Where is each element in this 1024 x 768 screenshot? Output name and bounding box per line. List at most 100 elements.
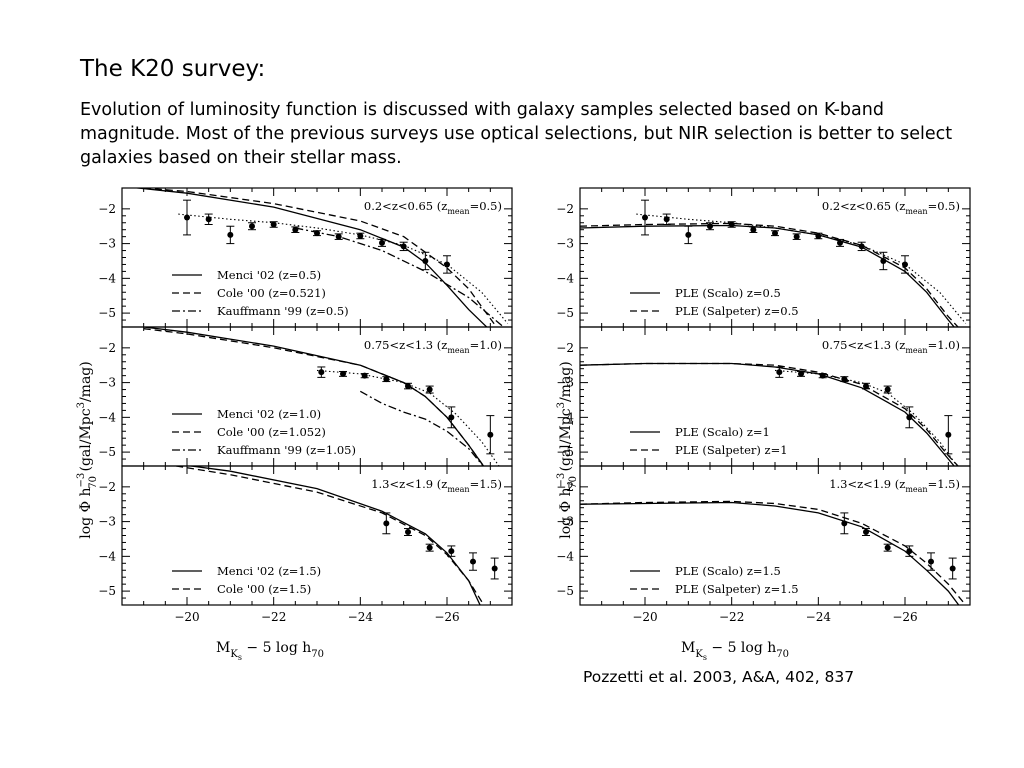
data-point (469, 552, 477, 571)
data-point (404, 528, 412, 536)
point-marker (448, 414, 455, 421)
y-tick-label: −2 (556, 202, 574, 216)
data-point (684, 225, 693, 245)
x-axis-title-main: M (681, 640, 695, 656)
zmean-pre: (z (895, 477, 906, 491)
data-point (814, 232, 823, 240)
zmean-post: =0.5) (470, 199, 502, 213)
data-point (248, 222, 256, 231)
point-marker (270, 221, 277, 228)
redshift-label: 0.75<z<1.3 (zmean=1.0) (822, 338, 960, 355)
point-marker (949, 565, 956, 572)
zmean-pre: (z (437, 338, 448, 352)
point-marker (357, 232, 364, 239)
point-marker (292, 226, 299, 233)
legend-label: PLE (Salpeter) z=1 (675, 443, 788, 457)
curve-dashed (580, 362, 959, 466)
x-tick-label: −22 (719, 610, 744, 624)
data-point (382, 376, 391, 383)
y-tick-label: −5 (556, 584, 574, 598)
point-marker (487, 431, 494, 438)
data-point (425, 543, 434, 552)
x-axis-title-subsub: s (703, 653, 707, 662)
slide-body-text: Evolution of luminosity function is disc… (80, 100, 953, 168)
curve-solid (580, 501, 960, 605)
point-marker (685, 231, 692, 238)
data-point (317, 366, 326, 378)
data-point (948, 557, 957, 580)
citation: Pozzetti et al. 2003, A&A, 402, 837 (583, 668, 855, 686)
point-marker (906, 548, 913, 555)
x-tick-label: −24 (806, 610, 832, 624)
model-curves (171, 466, 485, 605)
y-tick-label: −2 (556, 341, 574, 355)
x-axis-title-rest: − 5 log h (242, 640, 311, 656)
point-marker (335, 233, 342, 240)
y-tick-label: −4 (556, 410, 574, 424)
y-tick-label: −2 (98, 341, 116, 355)
legend-label: Menci '02 (z=0.5) (217, 268, 321, 282)
y-tick-label: −4 (98, 549, 116, 563)
point-marker (405, 383, 411, 390)
curve-dashed (580, 500, 967, 605)
data-point (443, 255, 451, 274)
redshift-range: 0.2<z<0.65 (822, 199, 895, 213)
point-marker (422, 257, 429, 264)
x-axis-title-sub2: 70 (311, 649, 324, 660)
zmean-sub: mean (905, 485, 927, 494)
y-axis-title-sub: 70 (88, 476, 99, 489)
point-marker (379, 239, 385, 246)
curve-dashed (135, 188, 498, 327)
point-marker (205, 216, 212, 223)
zmean-pre: (z (437, 199, 448, 213)
point-marker (318, 369, 325, 376)
y-axis-title-sub: 70 (568, 476, 579, 489)
zmean-post: =1.5) (470, 477, 502, 491)
redshift-label: 0.2<z<0.65 (zmean=0.5) (822, 199, 960, 216)
data-point (706, 222, 714, 231)
redshift-range: 1.3<z<1.9 (829, 477, 895, 491)
point-marker (815, 232, 822, 239)
y-tick-label: −2 (98, 202, 116, 216)
legend-label: Menci '02 (z=1.5) (217, 564, 321, 578)
model-curves (143, 327, 500, 466)
point-marker (819, 372, 826, 379)
y-axis-title-sup: −3 (556, 473, 567, 488)
point-marker (448, 548, 455, 555)
y-tick-label: −3 (98, 237, 116, 251)
data-point (334, 233, 343, 240)
panel-right-top: −2 −3 −4 −5 0.2<z<0.65 (zmean=0.5) PLE (Scalo… (556, 187, 971, 328)
point-marker (793, 233, 800, 240)
redshift-label: 0.2<z<0.65 (zmean=0.5) (364, 199, 502, 216)
point-marker (884, 544, 891, 551)
data-point (792, 233, 801, 240)
legend-label: PLE (Scalo) z=0.5 (675, 286, 781, 300)
y-tick-label: −5 (98, 306, 116, 320)
y-axis-title-post: /mag) (78, 361, 94, 402)
data-point (797, 370, 805, 377)
svg-text:log Φ h−370 (gal/Mpc3/mag): log Φ h−370 (gal/Mpc3/mag) (76, 361, 99, 538)
data-point (313, 230, 321, 237)
y-tick-label: −2 (556, 480, 574, 494)
point-marker (426, 386, 433, 393)
data-point (356, 232, 365, 240)
y-tick-label: −3 (556, 515, 574, 529)
data-point (404, 382, 412, 390)
legend-label: PLE (Scalo) z=1.5 (675, 564, 781, 578)
svg-text:log Φ h−370 (gal/Mpc3/mag): log Φ h−370 (gal/Mpc3/mag) (556, 361, 579, 538)
data-point (905, 545, 914, 557)
x-tick-label: −24 (348, 610, 374, 624)
slide-title: The K20 survey: (80, 56, 266, 82)
figure-right: log Φ h−370 (gal/Mpc3/mag) −2−3−4−50.2<z… (556, 187, 971, 662)
data-point (421, 251, 430, 271)
y-axis-title: log Φ h−370 (gal/Mpc3/mag) (76, 361, 99, 538)
curve-solid (186, 466, 481, 605)
point-marker (858, 243, 865, 250)
legend-label: PLE (Salpeter) z=1.5 (675, 582, 799, 596)
point-marker (837, 239, 843, 246)
point-marker (361, 372, 368, 379)
data-point (382, 512, 391, 535)
y-tick-label: −3 (98, 376, 116, 390)
panel-left-middle: −2 −3 −4 −5 0.75<z<1.3 (zmean=1.0) Menci '02 … (98, 326, 513, 467)
y-axis-title-pre: log Φ h (78, 487, 94, 538)
